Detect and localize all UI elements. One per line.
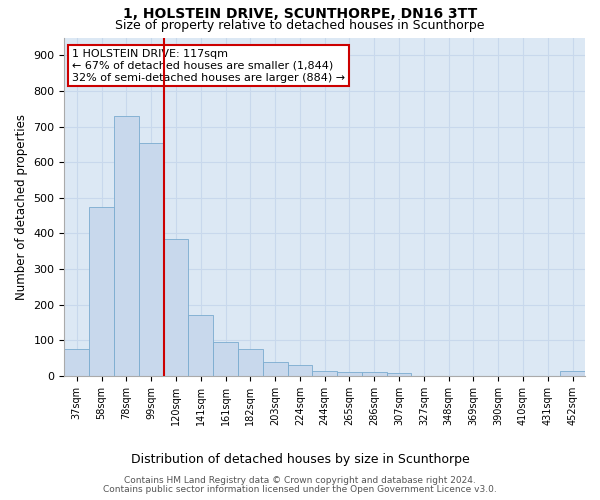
Bar	[386, 373, 412, 376]
Bar	[139, 142, 164, 376]
Bar	[362, 372, 386, 376]
Text: Contains HM Land Registry data © Crown copyright and database right 2024.: Contains HM Land Registry data © Crown c…	[124, 476, 476, 485]
Text: Distribution of detached houses by size in Scunthorpe: Distribution of detached houses by size …	[131, 452, 469, 466]
Bar	[188, 316, 213, 376]
Bar	[64, 349, 89, 376]
Bar	[560, 370, 585, 376]
Text: Size of property relative to detached houses in Scunthorpe: Size of property relative to detached ho…	[115, 19, 485, 32]
Bar	[89, 206, 114, 376]
Bar	[114, 116, 139, 376]
Text: Contains public sector information licensed under the Open Government Licence v3: Contains public sector information licen…	[103, 485, 497, 494]
Bar	[238, 349, 263, 376]
Text: 1, HOLSTEIN DRIVE, SCUNTHORPE, DN16 3TT: 1, HOLSTEIN DRIVE, SCUNTHORPE, DN16 3TT	[123, 8, 477, 22]
Bar	[213, 342, 238, 376]
Bar	[287, 365, 313, 376]
Y-axis label: Number of detached properties: Number of detached properties	[15, 114, 28, 300]
Bar	[164, 239, 188, 376]
Bar	[263, 362, 287, 376]
Bar	[337, 372, 362, 376]
Bar	[313, 370, 337, 376]
Text: 1 HOLSTEIN DRIVE: 117sqm
← 67% of detached houses are smaller (1,844)
32% of sem: 1 HOLSTEIN DRIVE: 117sqm ← 67% of detach…	[72, 50, 346, 82]
